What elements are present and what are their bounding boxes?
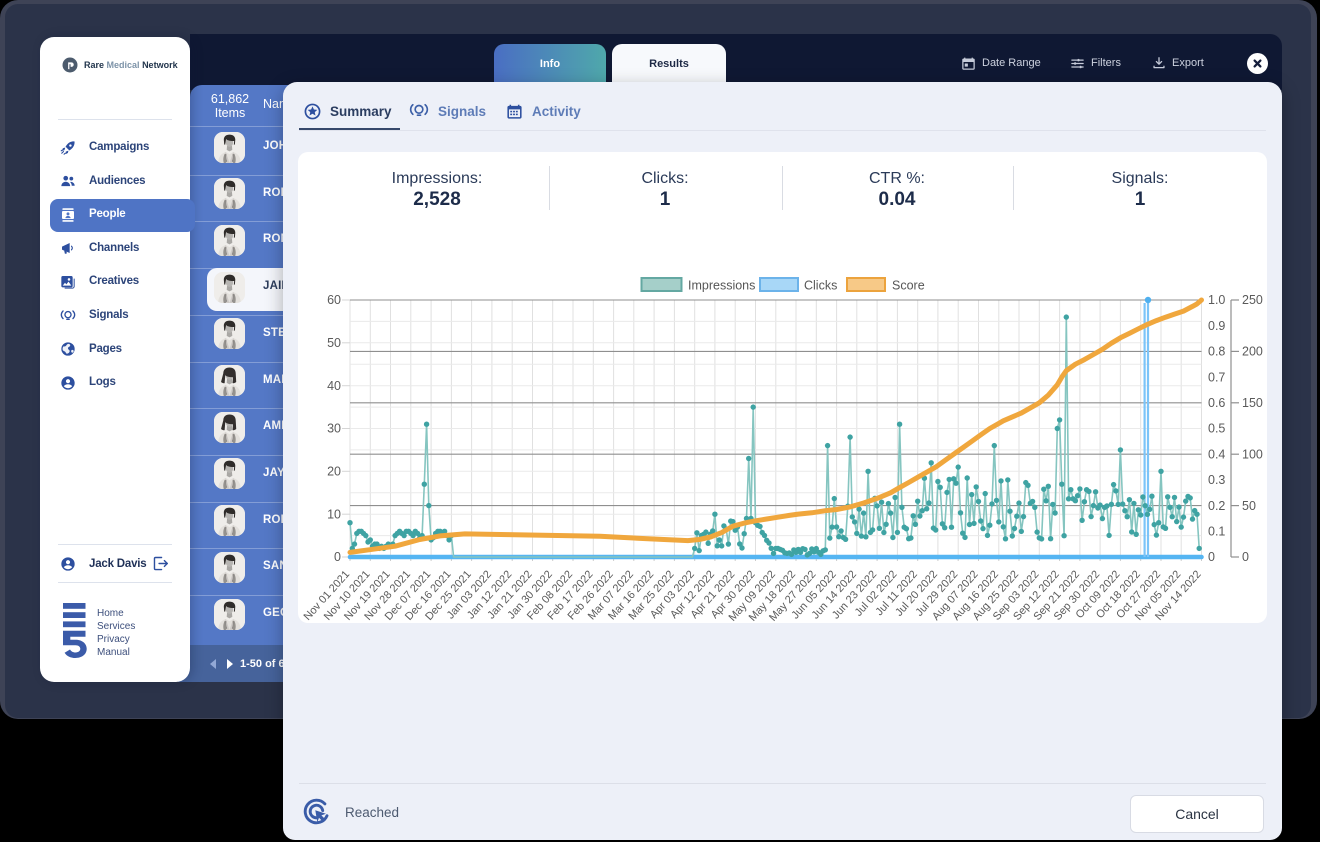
svg-text:0: 0 — [1208, 550, 1215, 564]
svg-text:50: 50 — [1242, 499, 1256, 513]
svg-text:0.5: 0.5 — [1208, 422, 1225, 436]
svg-text:0.7: 0.7 — [1208, 370, 1225, 384]
svg-text:Clicks: Clicks — [804, 279, 837, 293]
svg-text:30: 30 — [327, 422, 341, 436]
svg-text:200: 200 — [1242, 345, 1263, 359]
svg-text:0.4: 0.4 — [1208, 447, 1225, 461]
svg-text:0: 0 — [1242, 550, 1249, 564]
svg-text:40: 40 — [327, 379, 341, 393]
svg-text:0.3: 0.3 — [1208, 473, 1225, 487]
svg-text:100: 100 — [1242, 447, 1263, 461]
svg-text:150: 150 — [1242, 396, 1263, 410]
svg-text:0.8: 0.8 — [1208, 345, 1225, 359]
svg-text:0.9: 0.9 — [1208, 319, 1225, 333]
svg-text:0: 0 — [334, 550, 341, 564]
svg-text:Impressions: Impressions — [688, 279, 755, 293]
svg-text:60: 60 — [327, 293, 341, 307]
svg-text:10: 10 — [327, 507, 341, 521]
svg-text:0.1: 0.1 — [1208, 525, 1225, 539]
svg-text:0.6: 0.6 — [1208, 396, 1225, 410]
svg-text:Score: Score — [892, 279, 925, 293]
svg-text:50: 50 — [327, 336, 341, 350]
svg-text:1.0: 1.0 — [1208, 293, 1225, 307]
svg-text:0.2: 0.2 — [1208, 499, 1225, 513]
svg-text:250: 250 — [1242, 293, 1263, 307]
svg-text:20: 20 — [327, 465, 341, 479]
